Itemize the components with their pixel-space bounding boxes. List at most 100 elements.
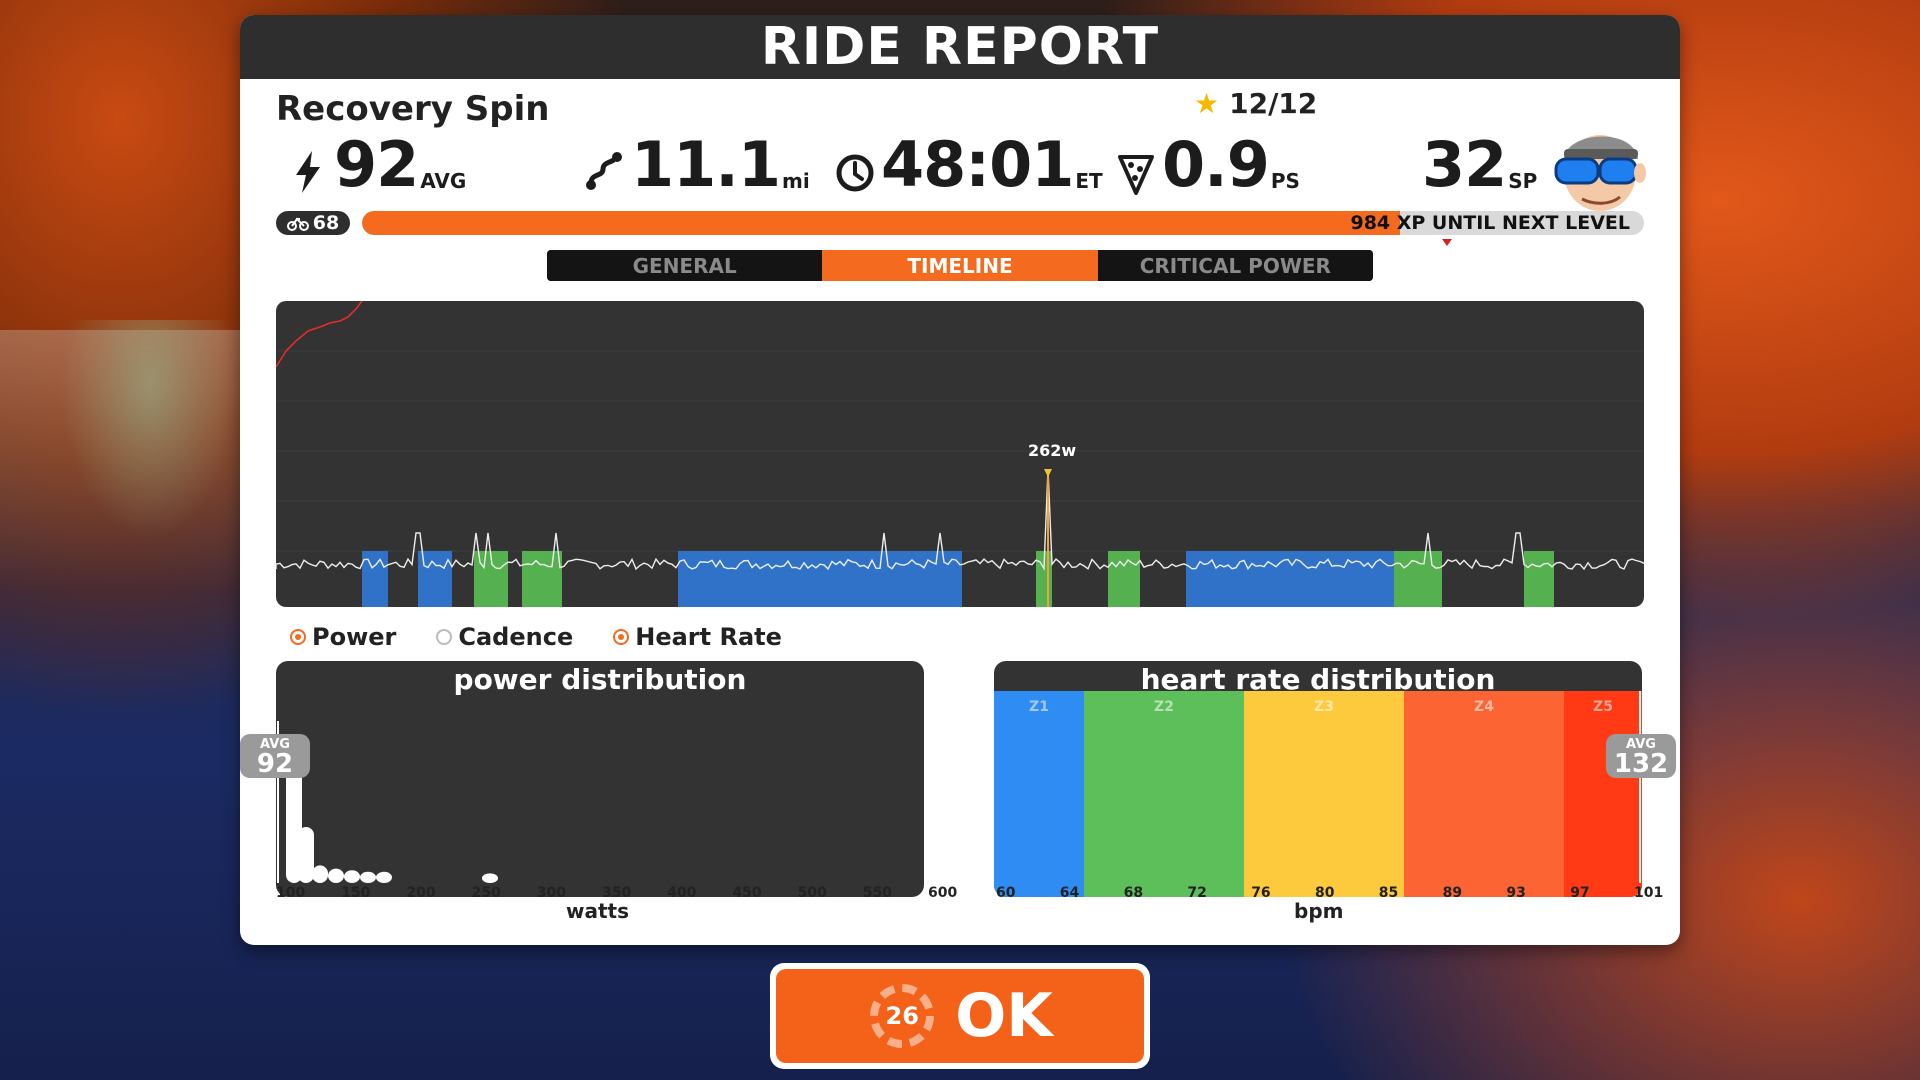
level-badge: 68 xyxy=(276,211,350,235)
tab-critical-power[interactable]: CRITICAL POWER xyxy=(1097,250,1373,281)
stat-power-unit: AVG xyxy=(420,169,467,193)
power-distribution-svg xyxy=(277,721,498,883)
power-distribution-title: power distribution xyxy=(453,663,747,696)
countdown-timer: 26 xyxy=(867,981,937,1051)
xp-progress-bar: 984 XP UNTIL NEXT LEVEL xyxy=(362,211,1644,235)
countdown-ring-icon xyxy=(870,984,935,1048)
power-axis-tick: 500 xyxy=(797,885,827,901)
power-avg-label: AVG xyxy=(260,737,290,752)
heart-rate-axis-tick: 97 xyxy=(1570,885,1590,901)
heart-rate-zone-label: Z4 xyxy=(1474,699,1494,715)
stat-distance-unit: mi xyxy=(781,169,810,193)
power-axis-tick: 100 xyxy=(276,885,306,901)
power-axis-tick: 350 xyxy=(602,885,632,901)
tab-general[interactable]: GENERAL xyxy=(547,250,823,281)
ok-button[interactable]: 26 OK xyxy=(770,963,1150,1069)
stat-power: 92 AVG xyxy=(288,134,467,196)
power-axis-tick: 300 xyxy=(536,885,567,901)
timeline-zone-band xyxy=(1394,551,1442,607)
heart-rate-axis-tick: 101 xyxy=(1634,885,1664,901)
heart-rate-zone-z3 xyxy=(1244,691,1404,897)
power-axis-tick: 250 xyxy=(471,885,501,901)
countdown-value: 26 xyxy=(885,1002,919,1030)
heart-rate-zone-label: Z2 xyxy=(1154,699,1174,715)
heart-rate-axis-tick: 80 xyxy=(1315,885,1335,901)
timeline-svg xyxy=(276,301,1644,607)
cadence-radio[interactable] xyxy=(436,629,453,645)
legend-heart-rate[interactable]: Heart Rate xyxy=(613,623,782,651)
power-axis-tick: 550 xyxy=(862,885,893,901)
stat-time-unit: ET xyxy=(1075,169,1103,193)
heart-rate-radio[interactable] xyxy=(613,629,630,645)
stat-sp-unit: SP xyxy=(1508,169,1538,193)
avatar[interactable] xyxy=(1542,115,1652,215)
power-distribution-bar xyxy=(376,871,392,883)
heart-rate-zone-z2 xyxy=(1084,691,1244,897)
stat-distance-value: 11.1 xyxy=(631,128,781,201)
heart-rate-avg-value: 132 xyxy=(1613,749,1669,779)
power-distribution-bar xyxy=(298,827,314,883)
stat-time: 48:01 ET xyxy=(835,128,1103,201)
legend-heart-rate-label: Heart Rate xyxy=(635,623,782,651)
power-distribution-bar xyxy=(360,871,376,883)
stars-counter: ★ 12/12 xyxy=(1194,87,1317,120)
stat-pizza: 0.9 PS xyxy=(1116,134,1300,196)
heart-rate-axis-tick: 60 xyxy=(996,885,1016,901)
power-distribution-chart: power distribution xyxy=(276,661,924,897)
heart-rate-axis-tick: 85 xyxy=(1378,885,1399,901)
timeline-zone-band xyxy=(678,551,856,607)
xp-text: 984 XP UNTIL NEXT LEVEL xyxy=(1350,212,1630,234)
timeline-chart[interactable]: 262w xyxy=(276,301,1644,607)
stat-time-value: 48:01 xyxy=(881,128,1074,201)
power-distribution-bar xyxy=(328,868,344,883)
tab-timeline[interactable]: TIMELINE xyxy=(822,250,1098,281)
stat-pizza-unit: PS xyxy=(1270,169,1300,193)
xp-progress-fill xyxy=(362,211,1401,235)
chart-legend: Power Cadence Heart Rate xyxy=(290,623,782,651)
stars-value: 12/12 xyxy=(1229,87,1318,120)
power-distribution-bar xyxy=(482,873,498,883)
timeline-zone-band xyxy=(1524,551,1554,607)
legend-power-label: Power xyxy=(312,623,397,651)
page-title: RIDE REPORT xyxy=(240,15,1680,79)
power-axis-label: watts xyxy=(566,899,629,923)
legend-power[interactable]: Power xyxy=(290,623,396,651)
clock-icon xyxy=(836,154,874,192)
legend-cadence-label: Cadence xyxy=(458,623,574,651)
power-distribution-bar xyxy=(344,870,360,883)
timeline-zone-band xyxy=(362,551,388,607)
pizza-icon xyxy=(1118,155,1154,195)
heart-rate-axis-tick: 93 xyxy=(1506,885,1526,901)
heart-rate-axis-tick: 64 xyxy=(1059,885,1080,901)
legend-cadence[interactable]: Cadence xyxy=(436,623,573,651)
bike-icon xyxy=(286,217,309,231)
peak-power-label: 262w xyxy=(1028,441,1077,460)
power-axis-tick: 400 xyxy=(667,885,697,901)
power-avg-badge: AVG 92 xyxy=(240,734,310,778)
background-palms xyxy=(60,320,240,540)
heart-rate-zone-label: Z5 xyxy=(1593,699,1613,715)
power-radio[interactable] xyxy=(290,629,306,645)
ride-report-panel: RIDE REPORT Recovery Spin ★ 12/12 92 AVG… xyxy=(240,15,1680,945)
stat-distance: 11.1 mi xyxy=(585,128,810,201)
heart-rate-axis-label: bpm xyxy=(1294,899,1344,923)
heart-rate-zone-z5 xyxy=(1564,691,1642,897)
heart-rate-zone-z1 xyxy=(994,691,1084,897)
heart-rate-axis-tick: 76 xyxy=(1251,885,1271,901)
power-axis-tick: 450 xyxy=(732,885,762,901)
heart-rate-avg-badge: AVG 132 xyxy=(1606,734,1676,778)
ok-button-face[interactable]: 26 OK xyxy=(776,969,1144,1063)
heart-rate-avg-label: AVG xyxy=(1626,737,1656,752)
heart-rate-axis-tick: 89 xyxy=(1442,885,1463,901)
level-number: 68 xyxy=(312,212,340,234)
star-icon: ★ xyxy=(1194,87,1220,120)
heart-rate-zone-label: Z1 xyxy=(1029,699,1049,715)
stat-sp-value: 32 xyxy=(1422,128,1507,201)
timeline-zone-band xyxy=(1186,551,1296,607)
power-axis-tick: 150 xyxy=(341,885,371,901)
timeline-power-line xyxy=(276,468,1644,571)
heart-rate-axis-tick: 68 xyxy=(1123,885,1144,901)
ok-label: OK xyxy=(955,981,1053,1051)
heart-rate-distribution-title: heart rate distribution xyxy=(1140,663,1496,696)
power-axis-tick: 600 xyxy=(928,885,958,901)
